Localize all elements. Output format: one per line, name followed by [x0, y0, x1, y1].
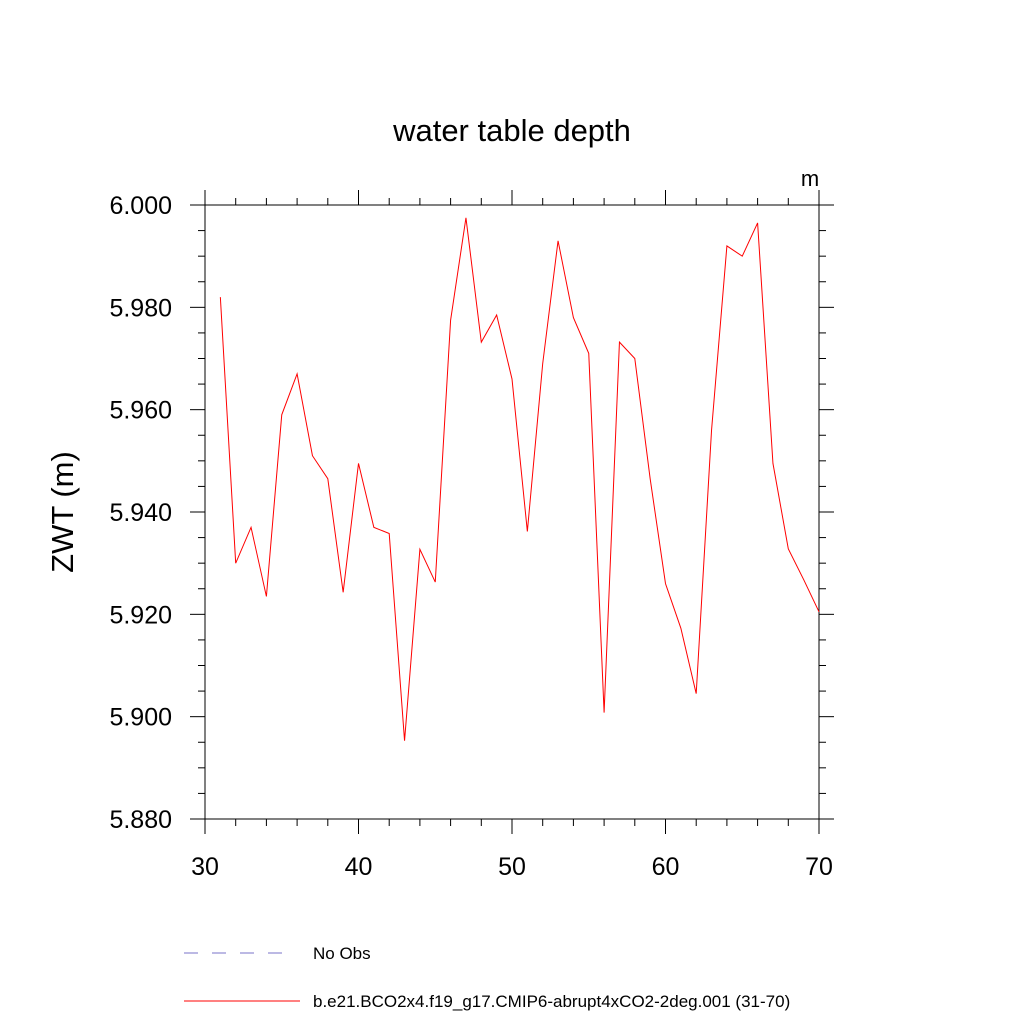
plot-frame	[204, 204, 820, 820]
data-point	[587, 352, 590, 355]
x-tick-label: 70	[805, 853, 833, 881]
y-tick-label: 6.000	[109, 192, 172, 220]
data-point	[418, 548, 421, 551]
data-point	[679, 627, 682, 630]
data-point	[618, 341, 621, 344]
series-line-0	[219, 217, 820, 741]
data-point	[434, 581, 437, 584]
y-tick-label: 5.900	[109, 704, 172, 732]
y-axis-label: ZWT (m)	[45, 451, 80, 573]
data-point	[219, 296, 222, 299]
y-tick-label: 5.880	[109, 806, 172, 834]
data-point	[357, 462, 360, 465]
data-point	[771, 462, 774, 465]
data-point	[541, 362, 544, 365]
data-point	[633, 357, 636, 360]
data-point	[572, 316, 575, 319]
data-point	[403, 739, 406, 742]
x-tick-label: 50	[498, 853, 526, 881]
data-point	[695, 692, 698, 695]
data-point	[495, 314, 498, 317]
data-point	[741, 255, 744, 258]
data-point	[664, 582, 667, 585]
data-point	[710, 429, 713, 432]
data-point	[372, 526, 375, 529]
y-tick-label: 5.940	[109, 499, 172, 527]
data-point	[802, 578, 805, 581]
x-tick-label: 30	[191, 853, 219, 881]
x-tick-label: 40	[345, 853, 373, 881]
data-point	[388, 532, 391, 535]
y-tick-label: 5.920	[109, 601, 172, 629]
x-tick-label: 60	[652, 853, 680, 881]
data-point	[311, 454, 314, 457]
data-point	[787, 547, 790, 550]
data-point	[449, 319, 452, 322]
legend-label-no-obs: No Obs	[313, 944, 371, 963]
axes	[204, 204, 820, 820]
data-point	[464, 216, 467, 219]
data-point	[280, 413, 283, 416]
legend-label-model: b.e21.BCO2x4.f19_g17.CMIP6-abrupt4xCO2-2…	[313, 992, 790, 1011]
series-layer	[219, 216, 821, 742]
data-point	[526, 530, 529, 533]
chart-title: water table depth	[392, 113, 631, 148]
data-point	[818, 610, 821, 613]
data-point	[649, 477, 652, 480]
y-ticks: 5.880 5.900 5.920 5.940 5.960 5.980 6.000	[109, 192, 834, 834]
data-point	[725, 244, 728, 247]
legend: No Obs b.e21.BCO2x4.f19_g17.CMIP6-abrupt…	[184, 944, 790, 1011]
units-label: m	[801, 166, 819, 191]
data-point	[557, 239, 560, 242]
y-tick-label: 5.960	[109, 397, 172, 425]
data-point	[234, 562, 237, 565]
data-point	[265, 595, 268, 598]
data-point	[296, 372, 299, 375]
data-point	[326, 477, 329, 480]
data-point	[480, 341, 483, 344]
data-point	[603, 711, 606, 714]
data-point	[250, 526, 253, 529]
y-tick-label: 5.980	[109, 294, 172, 322]
x-ticks: 30 40 50 60 70	[191, 190, 833, 881]
data-point	[756, 221, 759, 224]
data-point	[511, 377, 514, 380]
data-point	[342, 591, 345, 594]
